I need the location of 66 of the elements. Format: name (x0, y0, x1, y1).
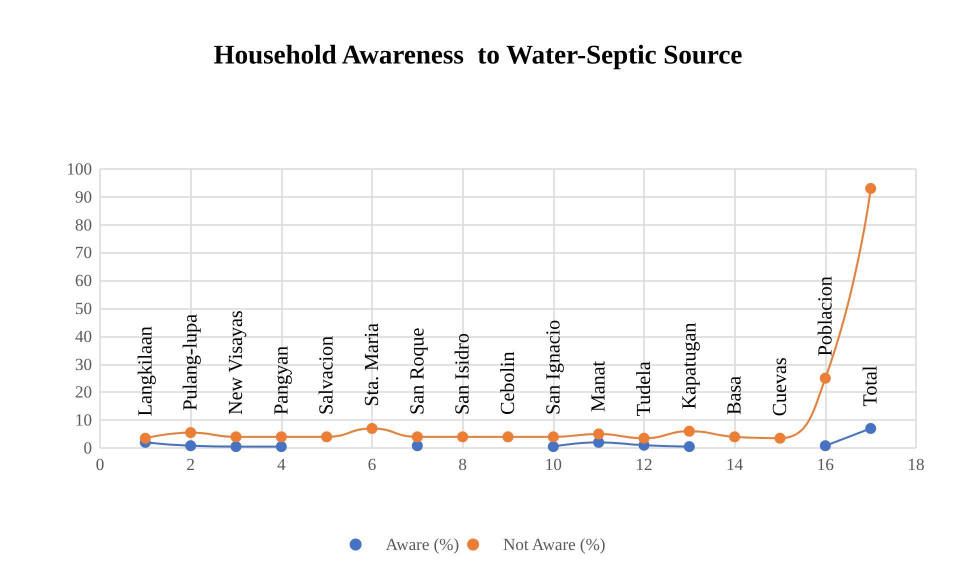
x-tick-label: 0 (96, 455, 104, 474)
x-tick-label: 2 (186, 455, 195, 474)
point (185, 440, 196, 452)
point (230, 431, 242, 442)
annotation: Cuevas (769, 357, 791, 416)
annotation: Manat (588, 360, 610, 412)
annotation: Basa (724, 376, 746, 415)
point (276, 441, 287, 452)
annotation: Cebolin (497, 351, 519, 415)
x-tick-label: 14 (726, 455, 744, 474)
y-tick-label: 60 (75, 271, 92, 290)
point (820, 372, 831, 384)
y-tick-label: 70 (75, 243, 92, 262)
legend-label: Not Aware (%) (503, 535, 606, 554)
y-tick-label: 90 (75, 187, 92, 206)
y-tick-label: 50 (75, 299, 92, 318)
chart-title: Household Awareness to Water-Septic Source (214, 40, 742, 70)
y-tick-label: 10 (75, 410, 92, 430)
annotation: Langkilaan (134, 326, 156, 416)
point (865, 183, 876, 194)
point (548, 441, 559, 452)
point (865, 422, 876, 434)
point (774, 432, 786, 444)
annotation: Sta. Maria (361, 323, 383, 406)
y-tick-label: 80 (75, 215, 92, 234)
point (820, 440, 831, 452)
annotation: Tudela (633, 361, 655, 416)
point (412, 431, 423, 442)
y-tick-label: 100 (66, 160, 92, 178)
x-tick-label: 12 (636, 455, 652, 474)
point (457, 431, 468, 442)
annotation: Pangyan (270, 346, 292, 415)
point (684, 441, 695, 452)
annotation: Pulang-lupa (180, 314, 202, 411)
point (684, 426, 695, 437)
legend-label: Aware (%) (386, 535, 460, 554)
y-tick-label: 0 (84, 438, 92, 458)
annotation: New Visayas (225, 310, 247, 415)
y-tick-label: 20 (75, 382, 92, 402)
y-tick-label: 30 (75, 354, 92, 374)
point (412, 440, 423, 452)
annotation: Poblacion (814, 276, 836, 356)
point (366, 422, 378, 434)
annotation: Salvacion (316, 336, 338, 415)
point (276, 431, 287, 442)
x-tick-label: 18 (908, 455, 924, 474)
point (185, 427, 196, 438)
point (638, 432, 650, 444)
point (729, 431, 740, 442)
y-tick-label: 40 (75, 326, 92, 346)
x-tick-label: 8 (458, 455, 467, 474)
point (140, 432, 151, 444)
x-tick-label: 16 (816, 455, 834, 474)
x-tick-label: 6 (368, 455, 376, 474)
point (502, 431, 514, 442)
x-tick-label: 10 (544, 455, 562, 474)
annotation: San Roque (406, 328, 428, 415)
annotation: Kapatugan (678, 322, 700, 410)
point (230, 441, 242, 452)
x-tick-label: 4 (277, 455, 286, 474)
point (593, 428, 604, 440)
annotation: Total (860, 365, 882, 406)
point (321, 431, 332, 442)
annotation: San Ignacio (542, 320, 564, 415)
annotation: San Isidro (452, 333, 474, 415)
point (548, 431, 559, 442)
